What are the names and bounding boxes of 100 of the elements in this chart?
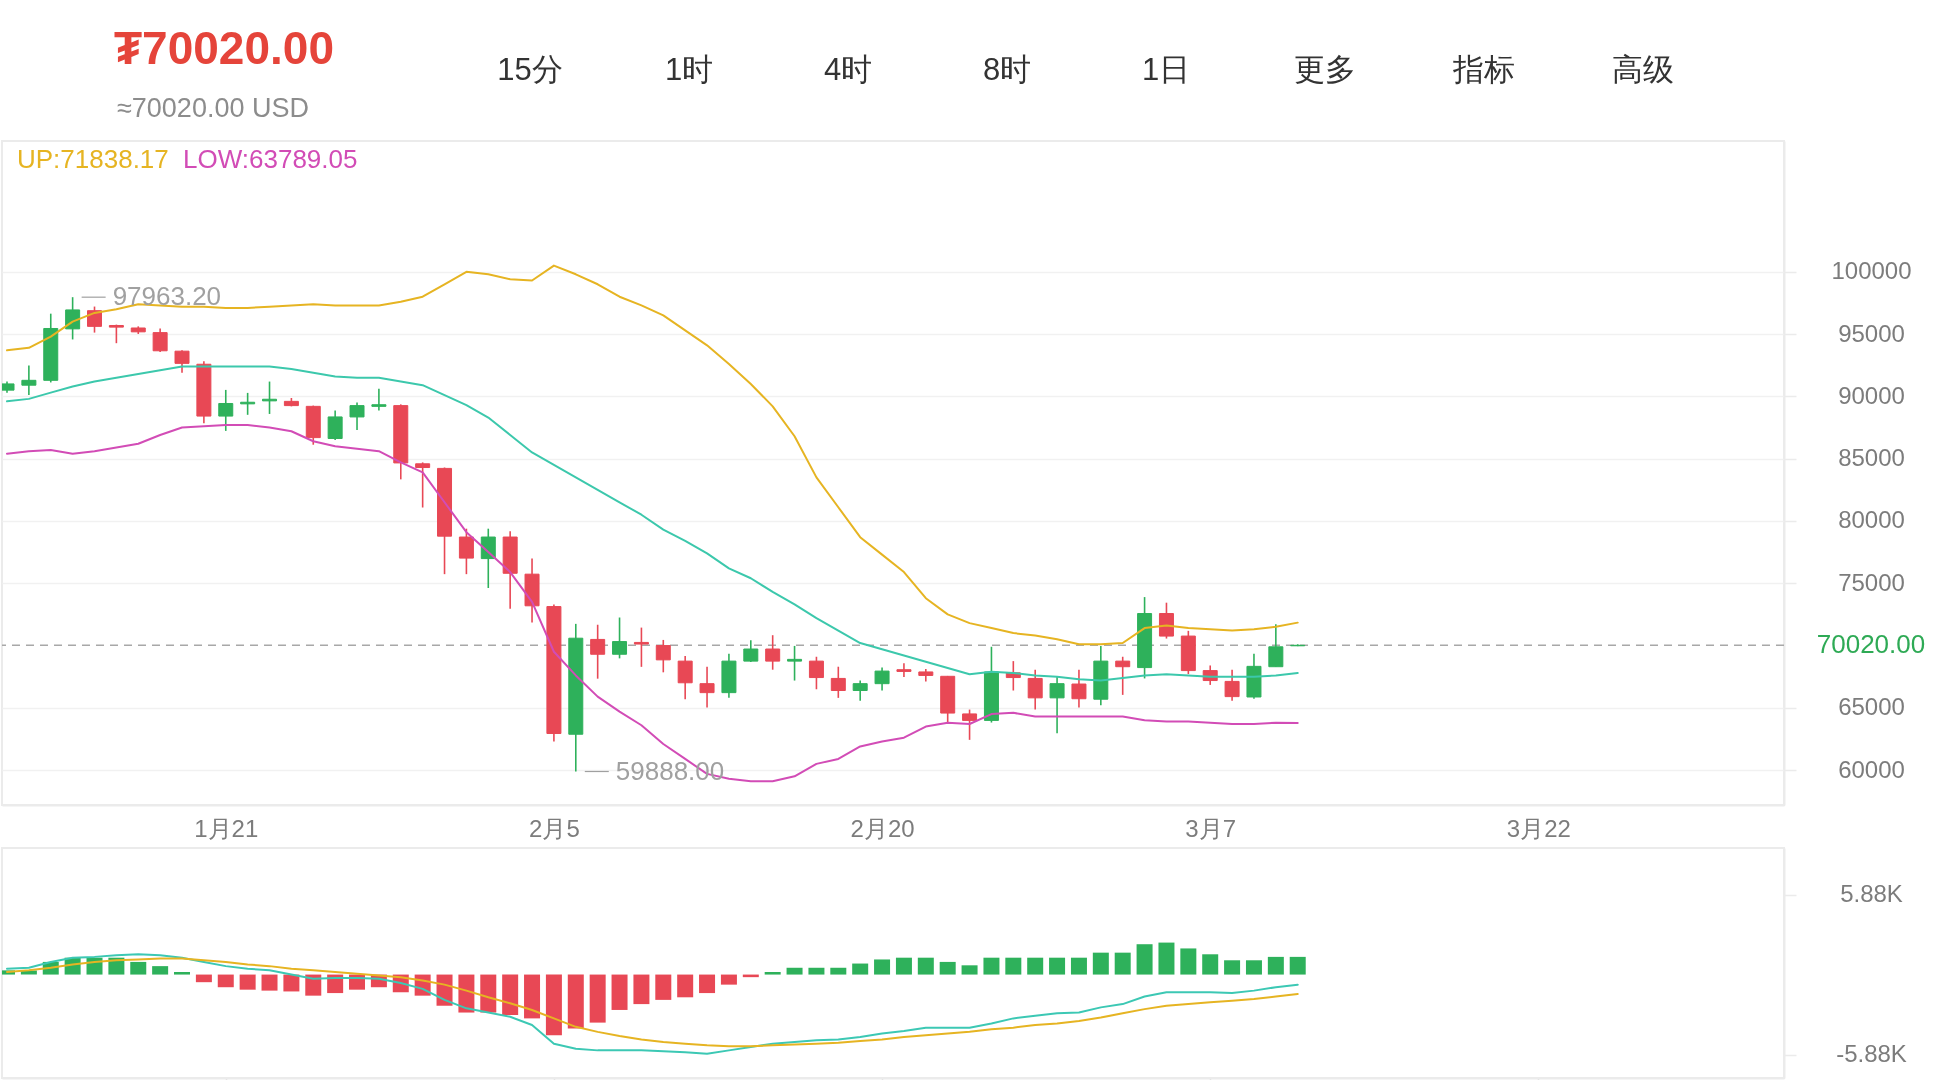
bar <box>1005 957 1022 975</box>
candlestick <box>852 679 868 702</box>
x-tick-label: 1月21 <box>194 814 259 842</box>
ref-line-label: 70020.00 <box>1816 629 1926 660</box>
candlestick <box>21 364 37 396</box>
bar <box>130 961 147 975</box>
y-tick-label: 85000 <box>1838 444 1905 472</box>
candlestick <box>808 655 824 691</box>
annotation: 97963.20 <box>112 281 222 312</box>
bar <box>1158 942 1175 975</box>
bar <box>1202 954 1219 975</box>
candlestick <box>655 639 671 674</box>
y-tick-label: 80000 <box>1838 506 1905 534</box>
bar <box>830 967 847 975</box>
bar <box>1224 960 1241 975</box>
candlestick <box>874 666 890 692</box>
y-tick-label: 90000 <box>1838 381 1905 409</box>
bar <box>961 965 978 975</box>
bar <box>852 963 869 975</box>
bar <box>1027 957 1044 975</box>
bar <box>1136 944 1153 975</box>
bar <box>808 967 825 975</box>
candlestick <box>262 380 278 415</box>
candlestick <box>699 665 715 709</box>
x-tick-label: 2月20 <box>850 814 915 842</box>
candlestick <box>327 409 343 441</box>
candlestick <box>218 389 234 432</box>
y-tick-label: 5.88K <box>1840 880 1903 908</box>
bar <box>1245 960 1262 975</box>
bar <box>1114 952 1131 975</box>
bar <box>1267 956 1284 975</box>
text: 指标 <box>1452 52 1515 87</box>
bar <box>589 974 606 1023</box>
bar <box>480 974 497 1013</box>
text: 4时 <box>823 52 873 87</box>
candlestick <box>174 349 190 374</box>
candlestick <box>612 616 628 660</box>
y-tick-label: 75000 <box>1838 568 1905 596</box>
candlestick <box>633 626 649 668</box>
x-tick-label: 3月7 <box>1185 814 1237 842</box>
candlestick <box>65 296 81 341</box>
candlestick <box>371 387 387 412</box>
bar <box>633 974 650 1005</box>
candlestick <box>787 645 803 682</box>
bar <box>261 974 278 991</box>
candlestick <box>830 665 846 699</box>
bar <box>567 974 584 1029</box>
x-tick-label: 3月22 <box>1506 814 1571 842</box>
candlestick <box>1071 668 1087 709</box>
bar <box>764 971 781 975</box>
bar <box>283 974 300 992</box>
bar <box>786 967 803 975</box>
y-tick-label: -5.88K <box>1836 1040 1907 1068</box>
bar <box>152 966 169 975</box>
chart-subtitle: ≈70020.00 USD <box>117 93 309 123</box>
bar <box>545 974 562 1036</box>
bar <box>1092 952 1109 975</box>
candlestick <box>1158 601 1174 640</box>
text: 8时 <box>982 52 1032 87</box>
bar <box>195 974 212 983</box>
bar <box>1049 957 1066 975</box>
bar <box>174 971 191 975</box>
text: 1日 <box>1141 52 1191 87</box>
text: 1时 <box>664 52 714 87</box>
candlestick <box>743 639 759 663</box>
candlestick <box>590 623 606 680</box>
candlestick <box>1224 668 1240 702</box>
candlestick <box>1049 675 1065 735</box>
bar <box>239 974 256 990</box>
candlestick <box>765 634 781 671</box>
bar <box>1289 956 1306 975</box>
bar <box>677 974 694 998</box>
bar <box>1070 957 1087 975</box>
candlestick <box>1268 623 1284 668</box>
candlestick <box>415 461 431 509</box>
candlestick <box>458 527 474 575</box>
bar <box>939 961 956 975</box>
bar <box>874 959 891 975</box>
candlestick <box>1027 668 1043 711</box>
bar <box>305 974 322 996</box>
bar <box>502 974 519 1015</box>
text: UP:71838.17 <box>17 144 169 174</box>
bar <box>524 974 541 1019</box>
bar <box>1180 948 1197 975</box>
text: 高级 <box>1612 52 1674 87</box>
candlestick <box>677 655 693 701</box>
bar <box>655 974 672 1000</box>
candlestick <box>152 327 168 353</box>
y-tick-label: 60000 <box>1838 755 1905 783</box>
candlestick <box>1115 655 1131 696</box>
text: 更多 <box>1294 52 1356 87</box>
candlestick <box>349 401 365 431</box>
y-tick-label: 65000 <box>1838 693 1905 721</box>
candlestick <box>962 708 978 741</box>
x-tick-label: 2月5 <box>529 814 580 842</box>
y-tick-label: 95000 <box>1838 319 1905 347</box>
candlestick <box>480 527 496 589</box>
bar <box>720 974 737 985</box>
bar <box>895 957 912 975</box>
chart-title: ₮70020.00 <box>114 22 334 74</box>
